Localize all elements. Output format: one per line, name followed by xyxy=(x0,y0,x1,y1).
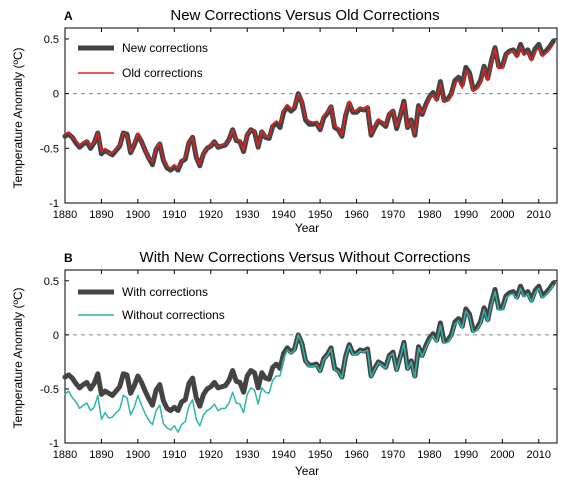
x-tick-label-1940: 1940 xyxy=(271,449,295,461)
chart-title: New Corrections Versus Old Corrections xyxy=(170,7,439,24)
legend: New corrections Old corrections xyxy=(78,41,208,80)
x-tick-label-1960: 1960 xyxy=(344,449,368,461)
y-tick-label-3: 0.5 xyxy=(44,34,59,46)
x-tick-label-1890: 1890 xyxy=(89,209,113,221)
x-tick-label-1990: 1990 xyxy=(454,209,478,221)
x-tick-label-1890: 1890 xyxy=(89,449,113,461)
x-tick-label-1970: 1970 xyxy=(381,209,405,221)
x-tick-label-1920: 1920 xyxy=(199,209,223,221)
x-axis-label: Year xyxy=(295,464,319,478)
panel-letter: A xyxy=(64,9,73,23)
legend-label-new-corrections: New corrections xyxy=(122,41,208,55)
series-line-old-corrections xyxy=(64,43,555,169)
plot-frame xyxy=(64,27,558,204)
series-line-new-corrections xyxy=(62,38,556,173)
plot-frame xyxy=(64,269,558,444)
legend-label-with-corrections: With corrections xyxy=(122,285,208,299)
x-tick-label-1900: 1900 xyxy=(126,449,150,461)
series-line-without-corrections xyxy=(64,284,555,433)
x-tick-label-1910: 1910 xyxy=(162,209,186,221)
x-tick-label-1880: 1880 xyxy=(53,209,77,221)
x-tick-label-2000: 2000 xyxy=(490,449,514,461)
x-tick-label-1930: 1930 xyxy=(235,449,259,461)
y-tick-label-0: -1 xyxy=(49,198,59,210)
x-tick-label-2010: 2010 xyxy=(527,449,551,461)
chart-title: With New Corrections Versus Without Corr… xyxy=(140,249,471,266)
x-tick-label-1980: 1980 xyxy=(417,209,441,221)
x-tick-label-1920: 1920 xyxy=(199,449,223,461)
x-tick-label-1910: 1910 xyxy=(162,449,186,461)
panel-b: B With New Corrections Versus Without Co… xyxy=(11,249,558,478)
x-tick-label-1930: 1930 xyxy=(235,209,259,221)
x-tick-label-2000: 2000 xyxy=(490,209,514,221)
y-axis-label: Temperature Anomaly (ºC) xyxy=(11,287,25,428)
y-tick-label-3: 0.5 xyxy=(44,276,59,288)
legend-label-old-corrections: Old corrections xyxy=(122,66,203,80)
x-tick-label-1880: 1880 xyxy=(53,449,77,461)
x-tick-label-1970: 1970 xyxy=(381,449,405,461)
y-tick-label-0: -1 xyxy=(49,438,59,450)
panel-a: A New Corrections Versus Old Corrections… xyxy=(11,7,558,235)
y-tick-label-2: 0 xyxy=(53,89,59,101)
x-tick-label-2010: 2010 xyxy=(527,209,551,221)
panel-letter: B xyxy=(64,251,73,265)
legend: With corrections Without corrections xyxy=(78,285,225,322)
y-tick-label-1: -0.5 xyxy=(40,143,59,155)
series-line-with-corrections xyxy=(62,280,556,414)
x-tick-label-1980: 1980 xyxy=(417,449,441,461)
x-tick-label-1960: 1960 xyxy=(344,209,368,221)
x-tick-label-1940: 1940 xyxy=(271,209,295,221)
x-tick-label-1900: 1900 xyxy=(126,209,150,221)
y-axis-label: Temperature Anomaly (ºC) xyxy=(11,47,25,188)
x-tick-label-1950: 1950 xyxy=(308,449,332,461)
x-tick-label-1990: 1990 xyxy=(454,449,478,461)
x-axis-label: Year xyxy=(295,221,319,235)
y-tick-label-1: -0.5 xyxy=(40,384,59,396)
legend-label-without-corrections: Without corrections xyxy=(122,308,225,322)
y-tick-label-2: 0 xyxy=(53,330,59,342)
x-tick-label-1950: 1950 xyxy=(308,209,332,221)
